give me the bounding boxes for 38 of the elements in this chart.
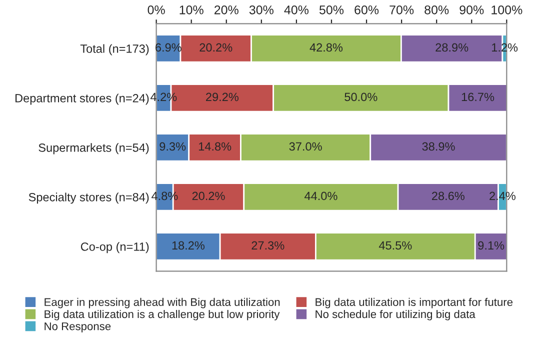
- data-label: 18.2%: [172, 241, 205, 250]
- data-label: 28.9%: [436, 43, 468, 52]
- data-label: 29.2%: [206, 92, 238, 102]
- data-label: 20.2%: [200, 43, 232, 52]
- data-label: 16.7%: [462, 92, 494, 102]
- y-tick-label: Total (n=173): [80, 44, 149, 56]
- x-tick-label: 90%: [460, 5, 484, 14]
- data-label: 38.9%: [422, 142, 455, 151]
- legend-label: Eager in pressing ahead with Big data utilization: [44, 298, 280, 308]
- y-tick-label: Specialty stores (n=84): [28, 192, 149, 204]
- x-tick-label: 40%: [284, 5, 309, 14]
- data-label: 27.3%: [252, 241, 284, 250]
- legend-label: No Response: [44, 322, 111, 332]
- x-tick-label: 20%: [214, 5, 238, 14]
- y-tick-label: Supermarkets (n=54): [38, 143, 149, 154]
- x-tick-label: 70%: [390, 5, 414, 14]
- x-tick-label: 60%: [354, 5, 379, 14]
- legend-label: No schedule for utilizing big data: [316, 310, 476, 320]
- data-label: 14.8%: [198, 142, 232, 151]
- data-label: 42.8%: [310, 43, 343, 52]
- legend-label: Big data utilization is a challenge but low priority: [44, 310, 280, 320]
- x-tick-label: 30%: [249, 5, 274, 14]
- x-tick-label: 100%: [492, 5, 522, 14]
- y-tick-label: Department stores (n=24): [16, 94, 149, 105]
- y-tick-label: Co-op (n=11): [80, 242, 149, 254]
- data-label: 9.1%: [478, 241, 504, 250]
- x-tick-label: 50%: [319, 5, 344, 14]
- data-label: 45.5%: [378, 241, 412, 250]
- data-label: 44.0%: [304, 192, 338, 200]
- x-tick-label: 0%: [148, 5, 165, 14]
- data-label: 20.2%: [192, 192, 225, 200]
- data-label: 50.0%: [344, 92, 378, 102]
- data-label: 9.3%: [160, 142, 186, 151]
- data-label: 37.0%: [289, 142, 322, 151]
- x-tick-label: 10%: [180, 5, 204, 14]
- legend-label: Big data utilization is important for future: [316, 298, 513, 308]
- x-tick-label: 80%: [424, 5, 449, 14]
- data-label: 28.6%: [432, 192, 464, 200]
